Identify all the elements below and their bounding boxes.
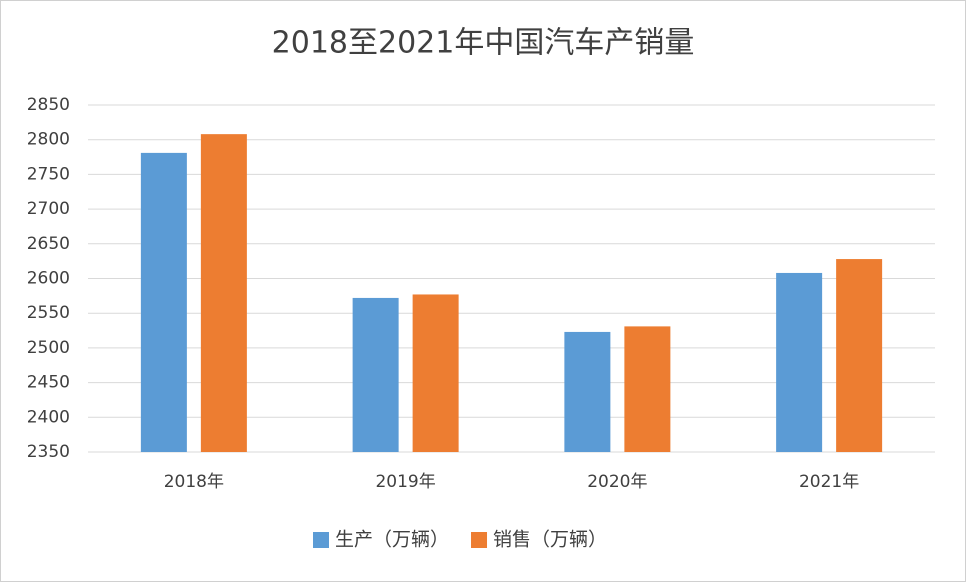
legend-label: 销售（万辆） <box>493 529 607 551</box>
bar <box>412 294 459 452</box>
x-tick-label: 2021年 <box>799 472 859 492</box>
bar <box>836 259 883 452</box>
y-tick-label: 2450 <box>27 373 70 393</box>
legend-label: 生产（万辆） <box>335 529 449 551</box>
bar <box>564 331 611 452</box>
chart-title: 2018至2021年中国汽车产销量 <box>272 26 695 61</box>
legend-swatch <box>471 532 488 548</box>
y-tick-label: 2700 <box>27 199 70 219</box>
bar <box>624 326 671 452</box>
x-tick-label: 2019年 <box>375 472 435 492</box>
y-tick-label: 2400 <box>27 407 70 427</box>
bar <box>140 152 187 453</box>
y-tick-label: 2600 <box>27 269 70 289</box>
legend-swatch <box>313 532 329 548</box>
y-tick-label: 2650 <box>27 234 70 254</box>
y-tick-label: 2850 <box>27 95 70 115</box>
y-tick-label: 2350 <box>27 442 70 462</box>
x-tick-label: 2018年 <box>164 472 224 492</box>
bar <box>200 134 247 452</box>
y-tick-label: 2750 <box>27 164 70 184</box>
y-tick-label: 2800 <box>27 130 70 150</box>
bar <box>352 297 399 452</box>
y-tick-label: 2550 <box>27 303 70 323</box>
y-tick-label: 2500 <box>27 338 70 358</box>
x-tick-label: 2020年 <box>587 472 647 492</box>
bar <box>776 272 823 452</box>
